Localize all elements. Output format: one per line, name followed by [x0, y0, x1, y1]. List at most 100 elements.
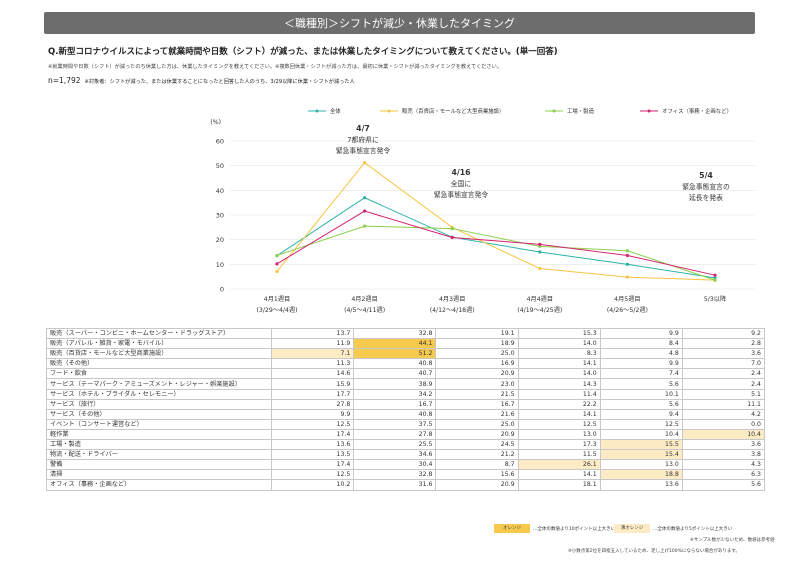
table-cell: 13.6: [599, 479, 683, 491]
table-cell: 25.0: [435, 418, 519, 430]
data-point: [713, 276, 717, 280]
table-cell: 17.4: [271, 428, 355, 441]
table-cell: 20.9: [435, 368, 519, 380]
legend-label: 全体: [330, 107, 341, 115]
row-label: サービス（テーマパーク・アミューズメント・レジャー・娯楽施設）: [45, 378, 273, 390]
table-cell: 9.4: [599, 408, 683, 420]
table-row: 販売（スーパー・コンビニ・ホームセンター・ドラッグストア） 13.7 32.8 19.…: [45, 327, 766, 340]
table-cell: 19.1: [435, 327, 519, 340]
table-cell: 17.7: [271, 388, 355, 400]
x-tick-label: 4月5週目: [614, 295, 640, 303]
row-label: 工場・製造: [45, 439, 273, 451]
table-row: 工場・製造 13.6 25.5 24.5 17.3 15.5 3.6: [45, 439, 766, 451]
table-cell: 27.8: [271, 398, 355, 410]
table-cell: 37.5: [353, 418, 437, 430]
row-label: 警備: [45, 459, 273, 471]
x-tick-label: 4月3週目: [439, 295, 465, 303]
y-tick-label: 20: [216, 236, 224, 244]
row-label: 販売（スーパー・コンビニ・ホームセンター・ドラッグストア）: [45, 327, 273, 340]
table-cell: 2.4: [681, 378, 766, 390]
table-cell: 20.9: [435, 479, 519, 491]
row-label: 販売（その他）: [45, 358, 273, 370]
x-tick-label: 4月4週目: [527, 295, 553, 303]
data-point: [275, 262, 279, 266]
highlight-legend-orange: オレンジ …全体の数値より10ポイント以上大きい: [494, 524, 615, 533]
table-cell: 10.1: [599, 388, 683, 400]
data-point: [625, 253, 630, 258]
table-cell: 15.5: [599, 439, 683, 451]
series-line: [276, 162, 716, 281]
table-cell: 12.5: [271, 469, 355, 481]
table-cell: 8.3: [517, 348, 601, 360]
table-cell: 12.5: [271, 418, 355, 430]
y-tick-label: 0: [220, 286, 224, 294]
data-point: [363, 196, 367, 200]
series-line: [276, 210, 716, 276]
data-point: [275, 253, 279, 258]
table-cell: 21.6: [435, 408, 519, 420]
table-cell: 10.4: [681, 428, 766, 441]
table-cell: 44.1: [353, 338, 437, 350]
row-label: 販売（アパレル・雑貨・家電・モバイル）: [45, 338, 273, 350]
table-cell: 25.0: [435, 348, 519, 360]
chart-annotation: 延長を発表: [689, 193, 723, 202]
table-row: 販売（その他） 11.3 40.8 16.9 14.1 9.9 7.0: [45, 358, 766, 370]
table-cell: 4.2: [681, 408, 766, 420]
table-cell: 11.9: [271, 338, 355, 350]
table-cell: 14.0: [517, 368, 601, 380]
y-axis-label: (%): [210, 119, 221, 126]
table-cell: 14.0: [517, 338, 601, 350]
legend-label: 工場・製造: [567, 107, 595, 115]
series-line: [276, 197, 716, 279]
table-cell: 18.9: [435, 338, 519, 350]
table-cell: 10.4: [599, 428, 683, 441]
chart-annotation: 全国に: [451, 179, 472, 188]
note-line: ※就業時間や日数（シフト）が減ったのち休業した方は、休業したタイミングを教えてく…: [48, 64, 502, 70]
table-row: 販売（アパレル・雑貨・家電・モバイル） 11.9 44.1 18.9 14.0 8.4 2.…: [45, 338, 766, 350]
table-cell: 24.5: [435, 439, 519, 451]
table-cell: 18.8: [599, 469, 683, 481]
chart-annotation: 緊急事態宣言の: [682, 182, 730, 191]
table-cell: 11.1: [681, 398, 766, 410]
table-cell: 25.5: [353, 439, 437, 451]
table-cell: 18.1: [517, 479, 601, 491]
table-cell: 2.8: [681, 338, 766, 350]
table-row: 販売（百貨店・モールなど大型商業施設） 7.1 51.2 25.0 8.3 4.8 3.6: [45, 348, 766, 360]
table-cell: 7.0: [681, 358, 766, 370]
table-cell: 22.2: [517, 398, 601, 410]
table-cell: 15.9: [271, 378, 355, 390]
table-cell: 14.1: [517, 408, 601, 420]
chart-annotation: 緊急事態宣言発令: [336, 146, 391, 155]
table-cell: 40.8: [353, 408, 437, 420]
table-cell: 8.4: [599, 338, 683, 350]
legend-label: オフィス（事務・企画など）: [662, 107, 732, 115]
table-cell: 13.0: [517, 428, 601, 441]
yellow-desc: …全体の数値より5ポイント以上大きい: [653, 526, 733, 532]
x-tick-sublabel: (4/12〜4/18週): [430, 306, 475, 314]
row-label: サービス（ホテル・ブライダル・セレモニー）: [45, 388, 273, 400]
table-cell: 26.1: [517, 459, 601, 471]
table-cell: 8.7: [435, 459, 519, 471]
table-row: サービス（旅行） 27.8 16.7 16.7 22.2 5.6 11.1: [45, 398, 766, 410]
legend-label: 販売（百貨店・モールなど大型商業施設）: [402, 107, 504, 115]
table-cell: 51.2: [353, 348, 437, 360]
chart-annotation: 4/7: [356, 124, 370, 133]
table-cell: 14.3: [517, 378, 601, 390]
table-row: サービス（ホテル・ブライダル・セレモニー） 17.7 34.2 21.5 11.4 10.…: [45, 388, 766, 400]
data-table: 販売（スーパー・コンビニ・ホームセンター・ドラッグストア） 13.7 32.8 19.…: [45, 327, 766, 491]
table-cell: 7.4: [599, 368, 683, 380]
data-point: [625, 249, 630, 253]
table-row: 軽作業 17.4 27.8 20.9 13.0 10.4 10.4: [45, 428, 766, 441]
y-tick-label: 40: [216, 187, 224, 195]
table-cell: 12.5: [599, 418, 683, 430]
table-cell: 9.2: [681, 327, 766, 340]
table-cell: 9.9: [599, 327, 683, 340]
table-cell: 34.6: [353, 449, 437, 461]
table-cell: 3.8: [681, 449, 766, 461]
data-point: [538, 242, 542, 246]
table-cell: 12.5: [517, 418, 601, 430]
data-point: [450, 235, 454, 240]
row-label: イベント（コンサート運営など）: [45, 418, 273, 430]
table-row: オフィス（事務・企画など） 10.2 31.6 20.9 18.1 13.6 5.6: [45, 479, 766, 491]
table-row: フード・飲食 14.6 40.7 20.9 14.0 7.4 2.4: [45, 368, 766, 380]
